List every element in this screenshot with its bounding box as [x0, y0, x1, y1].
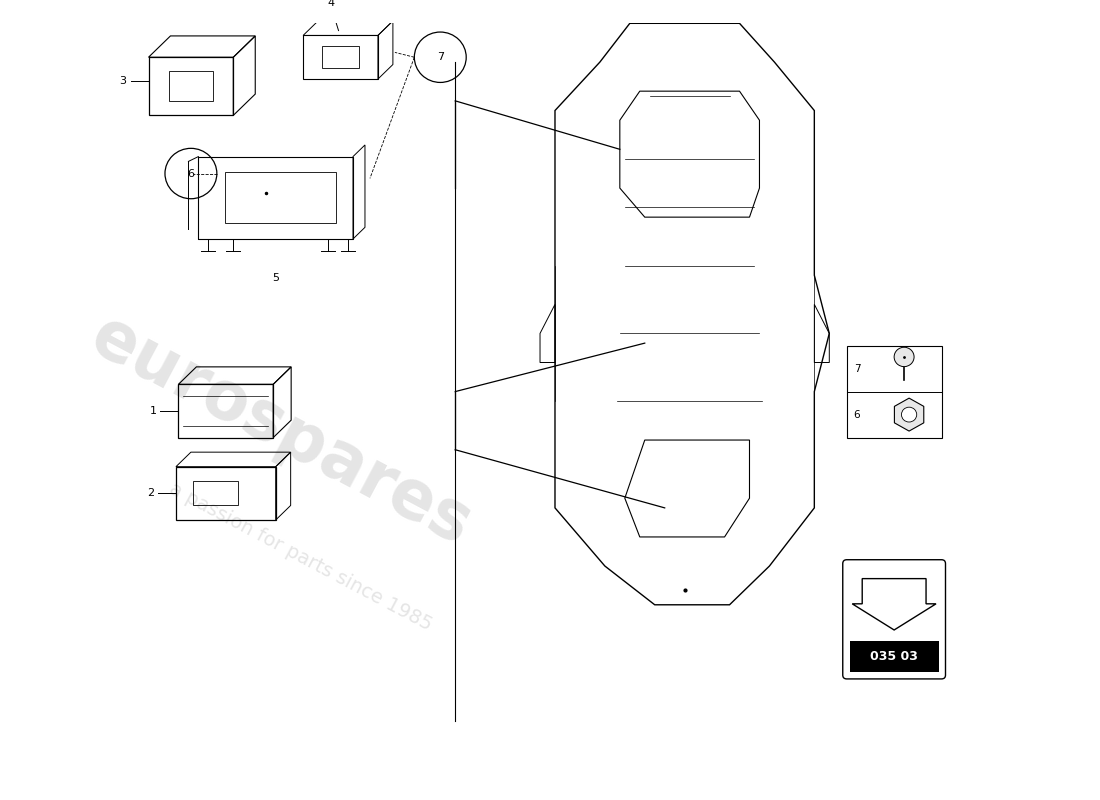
Text: 5: 5	[272, 273, 279, 283]
Circle shape	[894, 347, 914, 366]
Bar	[226, 172, 337, 223]
Bar	[198, 157, 353, 239]
Text: 6: 6	[187, 169, 195, 178]
Text: 1: 1	[150, 406, 156, 416]
Text: 7: 7	[854, 363, 860, 374]
Bar	[194, 482, 239, 506]
Bar	[322, 46, 360, 68]
Text: 3: 3	[120, 77, 127, 86]
Text: 2: 2	[147, 488, 154, 498]
Text: 7: 7	[437, 52, 443, 62]
Bar	[849, 641, 938, 672]
Text: 035 03: 035 03	[870, 650, 918, 663]
Bar	[148, 58, 233, 115]
Polygon shape	[894, 398, 924, 431]
Bar	[178, 384, 273, 438]
Bar	[169, 71, 213, 102]
Text: a passion for parts since 1985: a passion for parts since 1985	[166, 478, 436, 634]
Circle shape	[902, 407, 916, 422]
Text: 4: 4	[327, 0, 334, 8]
Bar	[304, 35, 378, 79]
Bar	[847, 346, 942, 438]
Bar	[176, 466, 276, 520]
Text: eurospares: eurospares	[79, 302, 482, 558]
Text: 6: 6	[854, 410, 860, 420]
Polygon shape	[852, 578, 936, 630]
FancyBboxPatch shape	[843, 560, 946, 679]
